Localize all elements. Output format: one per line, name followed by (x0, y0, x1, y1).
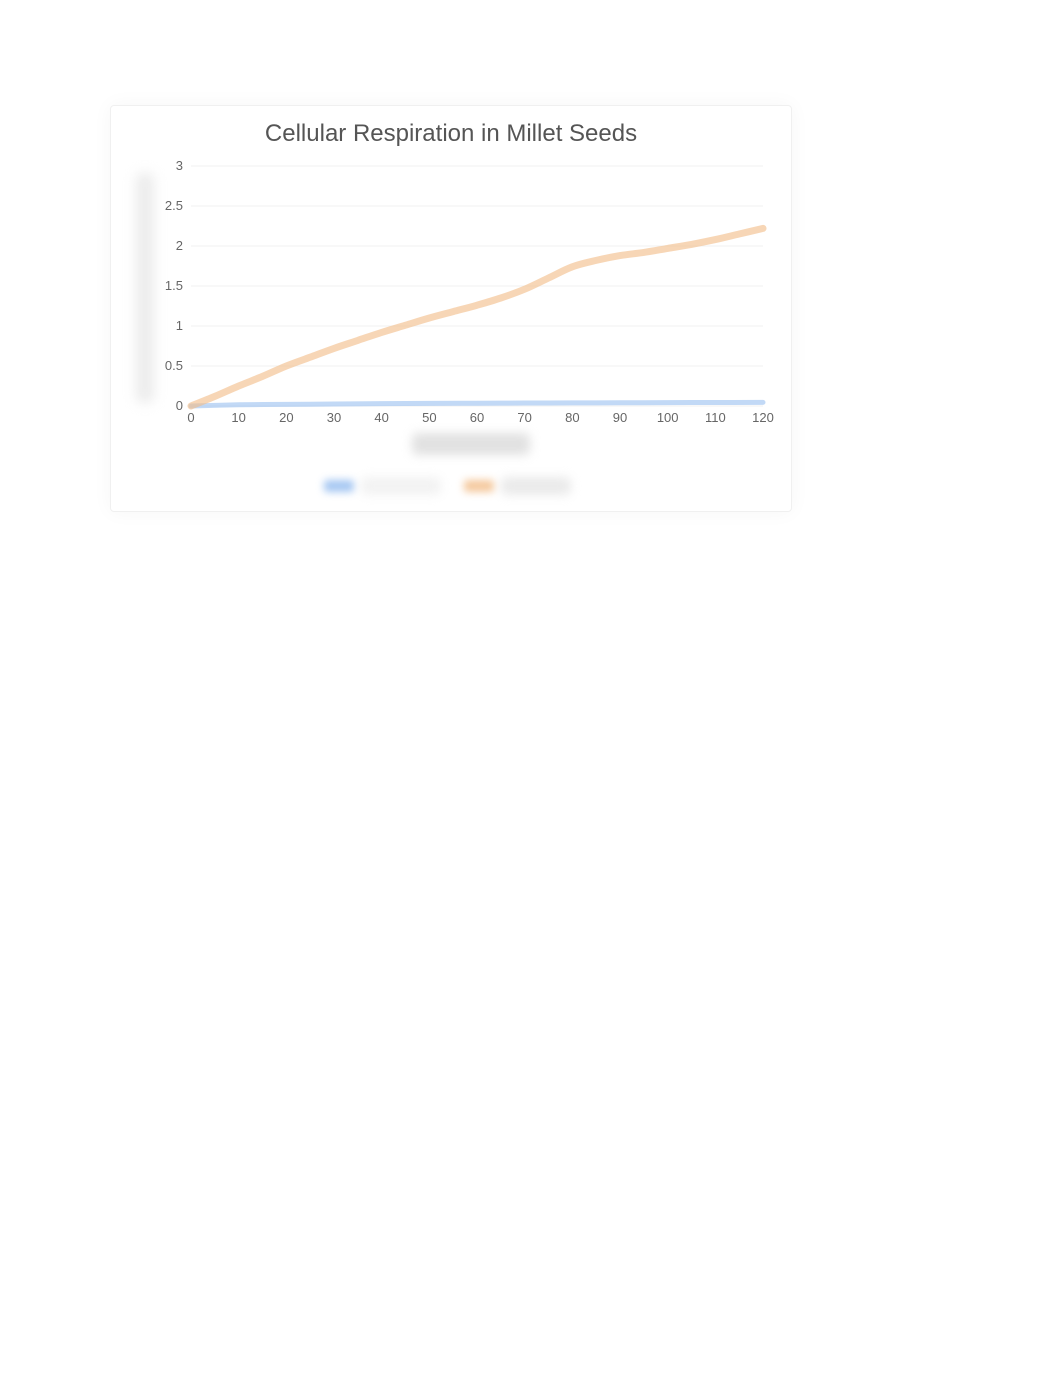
svg-text:70: 70 (517, 410, 531, 425)
svg-text:30: 30 (327, 410, 341, 425)
y-axis-label-blur (136, 173, 154, 403)
svg-text:20: 20 (279, 410, 293, 425)
svg-text:120: 120 (752, 410, 774, 425)
svg-text:3: 3 (176, 158, 183, 173)
svg-text:0: 0 (176, 398, 183, 413)
svg-text:40: 40 (374, 410, 388, 425)
svg-text:80: 80 (565, 410, 579, 425)
svg-text:60: 60 (470, 410, 484, 425)
svg-text:10: 10 (231, 410, 245, 425)
svg-text:2.5: 2.5 (165, 198, 183, 213)
legend-label-blur (361, 477, 441, 495)
svg-text:0: 0 (187, 410, 194, 425)
svg-text:110: 110 (705, 410, 726, 425)
legend-swatch (464, 480, 494, 492)
page: Cellular Respiration in Millet Seeds 00.… (0, 0, 1062, 1377)
svg-text:2: 2 (176, 238, 183, 253)
x-axis-label-blur (412, 433, 530, 455)
svg-text:90: 90 (613, 410, 627, 425)
series-blue (191, 402, 763, 406)
svg-text:50: 50 (422, 410, 436, 425)
series-orange (191, 228, 763, 406)
svg-text:1: 1 (176, 318, 183, 333)
chart-card: Cellular Respiration in Millet Seeds 00.… (110, 105, 792, 512)
svg-text:1.5: 1.5 (165, 278, 183, 293)
svg-text:100: 100 (657, 410, 679, 425)
svg-text:0.5: 0.5 (165, 358, 183, 373)
legend-label-blur (501, 477, 571, 495)
legend-swatch (324, 480, 354, 492)
